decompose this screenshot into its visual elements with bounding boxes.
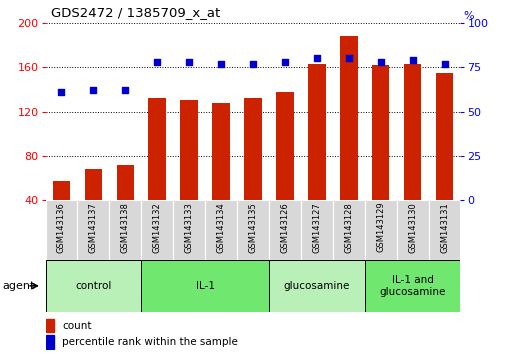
Text: GSM143130: GSM143130 — [407, 202, 416, 252]
Bar — [244, 98, 261, 244]
Text: GSM143131: GSM143131 — [439, 202, 448, 252]
Text: control: control — [75, 281, 112, 291]
Bar — [45, 335, 54, 349]
Bar — [84, 169, 102, 244]
Bar — [45, 200, 77, 260]
Bar — [180, 101, 197, 244]
Point — [185, 59, 193, 65]
Text: GSM143129: GSM143129 — [375, 202, 384, 252]
Bar — [308, 64, 325, 244]
Bar — [205, 200, 236, 260]
Bar — [403, 64, 421, 244]
Bar — [116, 165, 134, 244]
Bar — [148, 98, 166, 244]
Point — [153, 59, 161, 65]
Bar — [236, 200, 269, 260]
Text: GSM143127: GSM143127 — [312, 202, 321, 252]
Bar — [45, 319, 54, 332]
Bar — [269, 260, 364, 312]
Text: percentile rank within the sample: percentile rank within the sample — [62, 337, 237, 347]
Text: GSM143136: GSM143136 — [57, 202, 66, 253]
Point — [58, 89, 66, 95]
Bar — [77, 200, 109, 260]
Text: GSM143128: GSM143128 — [343, 202, 352, 252]
Text: GDS2472 / 1385709_x_at: GDS2472 / 1385709_x_at — [50, 6, 219, 19]
Bar — [396, 200, 428, 260]
Text: IL-1 and
glucosamine: IL-1 and glucosamine — [379, 275, 445, 297]
Bar — [364, 260, 460, 312]
Bar — [428, 200, 460, 260]
Bar — [371, 65, 389, 244]
Bar — [276, 92, 293, 244]
Text: GSM143132: GSM143132 — [153, 202, 162, 252]
Bar — [364, 200, 396, 260]
Bar — [53, 181, 70, 244]
Bar — [435, 73, 452, 244]
Bar — [141, 260, 269, 312]
Point — [312, 56, 320, 61]
Bar — [141, 200, 173, 260]
Point — [121, 87, 129, 93]
Bar — [45, 260, 141, 312]
Point — [408, 57, 416, 63]
Bar — [109, 200, 141, 260]
Text: IL-1: IL-1 — [195, 281, 214, 291]
Text: glucosamine: glucosamine — [283, 281, 349, 291]
Point — [89, 87, 97, 93]
Text: %: % — [462, 11, 473, 21]
Text: GSM143134: GSM143134 — [216, 202, 225, 252]
Text: agent: agent — [3, 281, 35, 291]
Point — [439, 61, 447, 67]
Bar — [173, 200, 205, 260]
Text: GSM143135: GSM143135 — [248, 202, 257, 252]
Bar — [212, 103, 229, 244]
Point — [217, 61, 225, 67]
Text: GSM143133: GSM143133 — [184, 202, 193, 253]
Bar — [269, 200, 300, 260]
Bar — [339, 36, 357, 244]
Bar — [300, 200, 332, 260]
Text: count: count — [62, 321, 91, 331]
Bar — [332, 200, 364, 260]
Text: GSM143138: GSM143138 — [121, 202, 130, 253]
Point — [376, 59, 384, 65]
Text: GSM143126: GSM143126 — [280, 202, 289, 252]
Point — [344, 56, 352, 61]
Text: GSM143137: GSM143137 — [89, 202, 98, 253]
Point — [280, 59, 288, 65]
Point — [248, 61, 257, 67]
